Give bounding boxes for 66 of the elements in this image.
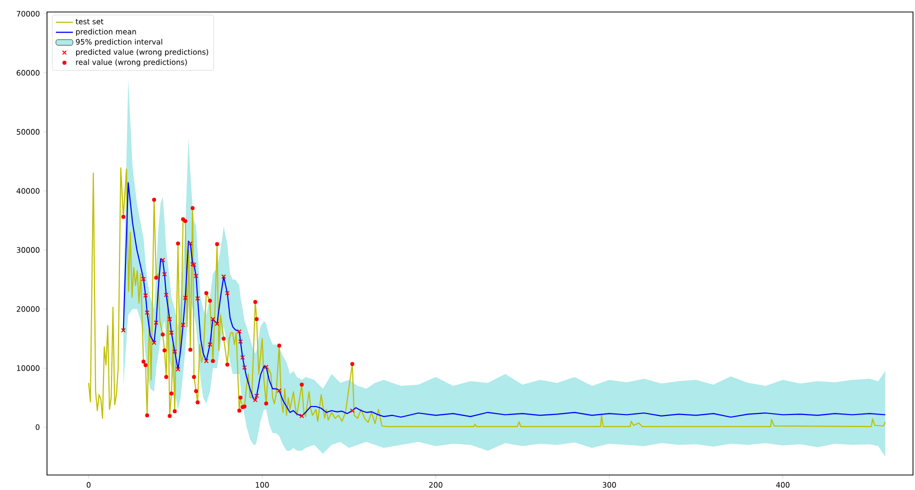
point bbox=[238, 339, 243, 344]
point bbox=[169, 330, 174, 336]
point bbox=[214, 321, 220, 326]
point bbox=[238, 396, 242, 400]
point bbox=[192, 374, 196, 379]
point bbox=[208, 298, 212, 303]
point bbox=[196, 400, 200, 404]
point bbox=[167, 316, 172, 322]
point bbox=[264, 402, 268, 406]
point bbox=[254, 317, 259, 322]
point bbox=[204, 291, 208, 296]
point bbox=[164, 292, 169, 298]
point bbox=[152, 340, 156, 346]
point bbox=[253, 300, 258, 304]
point bbox=[121, 328, 126, 333]
point bbox=[176, 242, 180, 246]
point bbox=[182, 296, 188, 300]
point bbox=[160, 258, 166, 262]
point bbox=[350, 408, 355, 413]
point bbox=[180, 322, 186, 328]
point bbox=[299, 414, 304, 418]
point bbox=[188, 241, 193, 246]
point bbox=[142, 360, 146, 364]
point bbox=[162, 272, 167, 277]
point bbox=[190, 206, 195, 210]
point bbox=[254, 394, 259, 398]
point bbox=[350, 362, 354, 366]
point bbox=[225, 362, 230, 367]
point bbox=[264, 364, 269, 370]
point bbox=[152, 198, 156, 202]
point bbox=[164, 374, 168, 379]
point bbox=[160, 332, 165, 336]
point bbox=[176, 366, 180, 372]
point bbox=[144, 363, 148, 368]
point bbox=[172, 409, 177, 414]
point bbox=[252, 398, 258, 402]
point bbox=[188, 348, 192, 352]
point bbox=[237, 408, 242, 413]
point bbox=[195, 296, 200, 301]
point bbox=[221, 274, 226, 279]
point bbox=[194, 389, 198, 394]
point bbox=[169, 392, 174, 396]
point bbox=[204, 358, 209, 364]
point bbox=[144, 310, 150, 315]
point bbox=[240, 355, 245, 360]
point bbox=[222, 336, 226, 341]
point bbox=[210, 359, 215, 364]
point bbox=[276, 388, 282, 393]
point bbox=[194, 274, 198, 278]
point bbox=[215, 242, 220, 246]
point bbox=[141, 276, 146, 282]
point bbox=[236, 329, 242, 334]
point bbox=[162, 348, 166, 352]
point bbox=[145, 413, 150, 418]
point bbox=[143, 293, 148, 298]
point bbox=[172, 349, 178, 354]
point bbox=[242, 365, 247, 370]
point bbox=[154, 320, 158, 325]
point bbox=[224, 290, 230, 296]
point bbox=[168, 414, 172, 418]
point bbox=[208, 342, 212, 347]
point bbox=[300, 382, 304, 387]
point bbox=[210, 316, 216, 322]
point bbox=[154, 276, 158, 280]
point bbox=[277, 344, 282, 348]
point bbox=[121, 214, 126, 219]
